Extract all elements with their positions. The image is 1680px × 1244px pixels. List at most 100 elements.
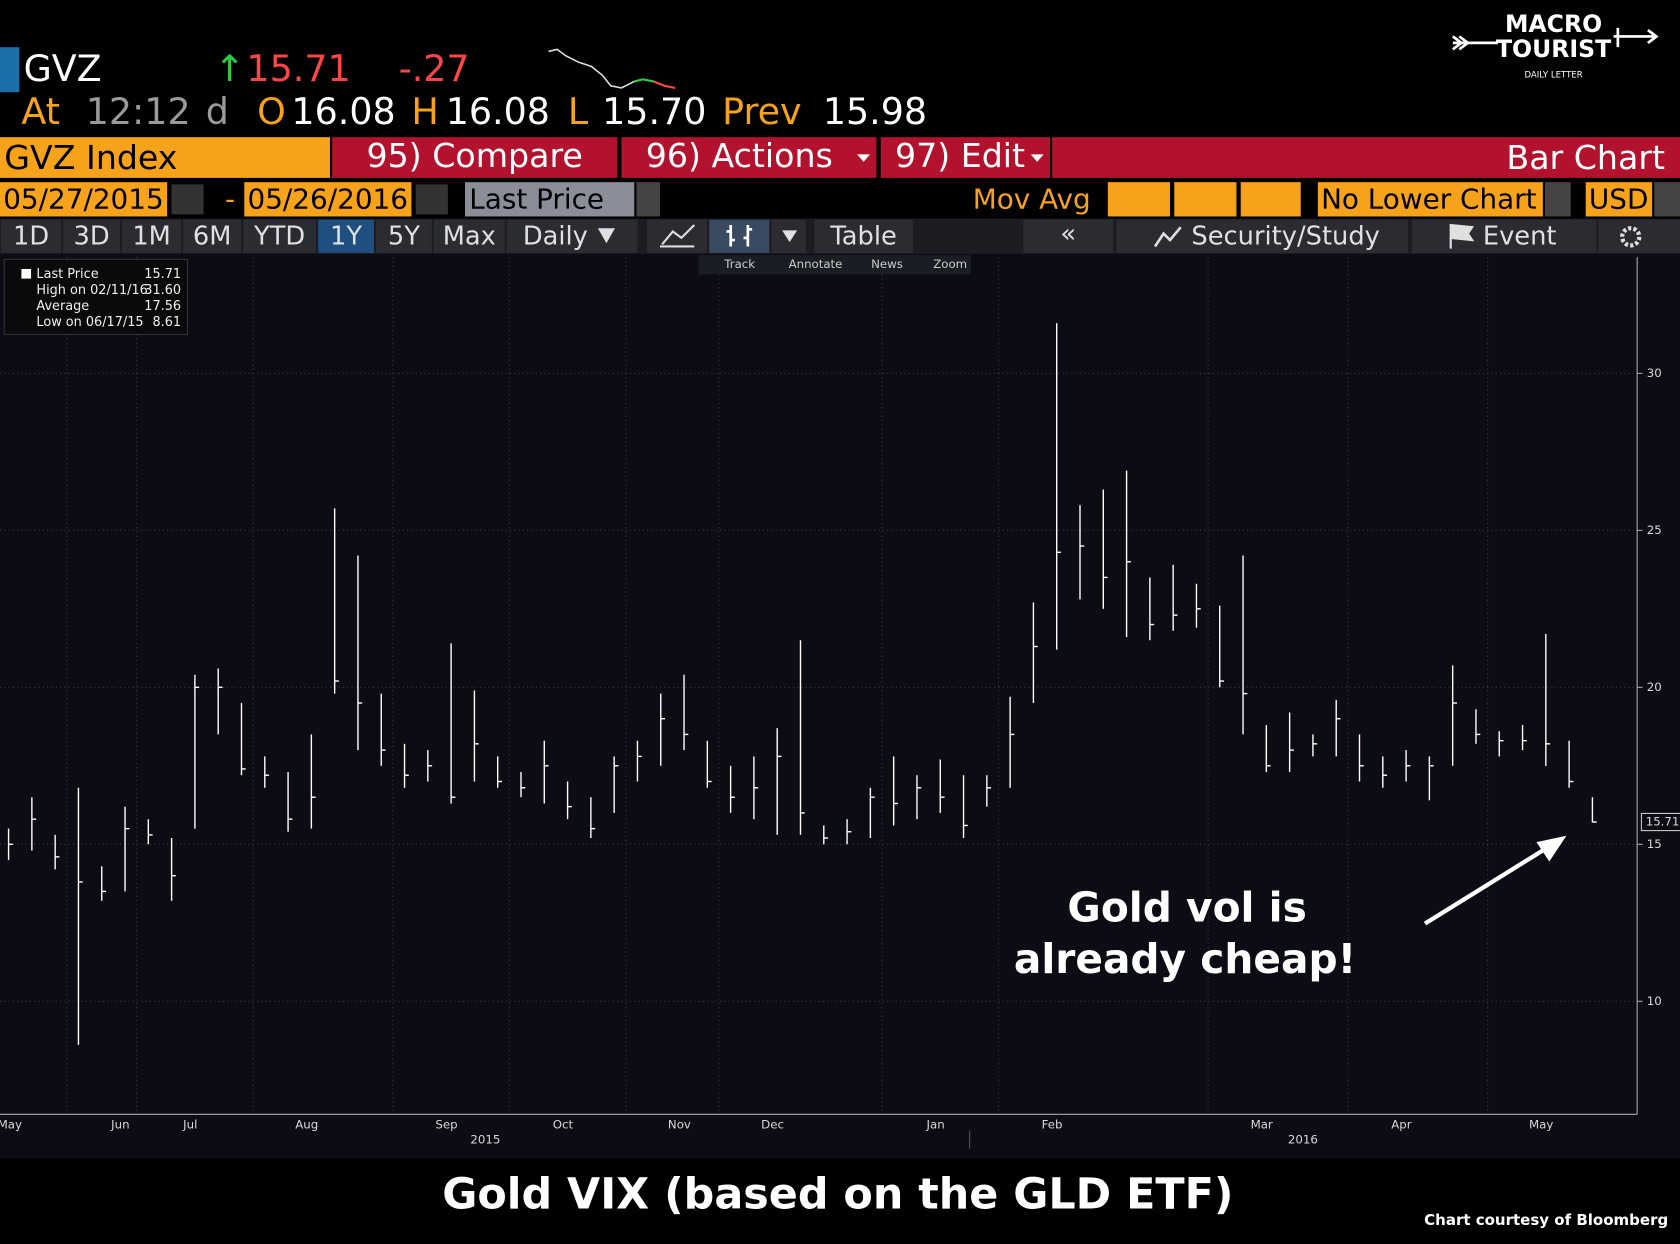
currency[interactable]: USD — [1589, 182, 1649, 215]
at-label: At — [21, 90, 60, 133]
mov-avg-field[interactable] — [1174, 182, 1237, 217]
period-label[interactable]: 6M — [193, 221, 232, 251]
menu-button[interactable] — [880, 137, 1050, 178]
period-label[interactable]: 1D — [13, 221, 49, 251]
period-button[interactable] — [1, 219, 62, 253]
date-field[interactable] — [0, 182, 168, 217]
calendar-icon[interactable] — [171, 184, 204, 215]
security-field[interactable] — [0, 137, 330, 178]
security[interactable]: GVZ Index — [4, 138, 177, 177]
mov-avg-field[interactable] — [1240, 182, 1301, 217]
menu-button[interactable] — [332, 137, 618, 178]
period-label[interactable]: Max — [443, 221, 496, 251]
chart-tool[interactable]: News — [871, 257, 903, 271]
sparkline-down — [653, 80, 676, 89]
low-value: 15.70 — [602, 90, 706, 133]
line-icon — [660, 224, 696, 248]
mov-avg-field[interactable] — [1107, 182, 1170, 217]
date-dash: - — [225, 182, 235, 215]
edit-button[interactable]: 97) Edit — [895, 136, 1025, 175]
x-tick-label: Mar — [1251, 1118, 1273, 1132]
ticker-marker — [0, 47, 20, 93]
event-label[interactable]: Event — [1483, 221, 1557, 251]
last-value-label: 15.71 — [1646, 815, 1680, 829]
settings-button[interactable] — [1598, 219, 1680, 253]
currency-field[interactable] — [1585, 182, 1653, 217]
arrow-head — [1536, 835, 1567, 862]
last-value-tag — [1640, 812, 1680, 832]
period-label[interactable]: 5Y — [388, 221, 420, 251]
frequency-button[interactable] — [506, 219, 638, 253]
end-date[interactable]: 05/26/2016 — [247, 182, 407, 215]
low-label: L — [568, 90, 589, 133]
logo-line: TOURIST — [1496, 35, 1611, 63]
period-button[interactable] — [63, 219, 120, 253]
last-price: 15.71 — [246, 47, 350, 90]
study-label[interactable]: Security/Study — [1191, 221, 1379, 251]
period-button[interactable] — [183, 219, 242, 253]
event-button[interactable] — [1412, 219, 1597, 253]
net-change: -.27 — [399, 47, 470, 90]
period-button[interactable] — [318, 219, 374, 253]
lower-chart-field[interactable] — [1317, 182, 1543, 217]
menu-button[interactable] — [621, 137, 877, 178]
gear-icon — [1620, 226, 1642, 248]
dropdown[interactable] — [636, 182, 660, 217]
study-icon — [1153, 226, 1182, 248]
table-label[interactable]: Table — [829, 221, 896, 251]
logo-arrows — [1452, 27, 1659, 51]
field[interactable]: Last Price — [469, 182, 604, 215]
bar-chart-button[interactable] — [709, 219, 770, 253]
period-button[interactable] — [376, 219, 432, 253]
dropdown-caret — [1030, 154, 1044, 162]
chart-tool[interactable]: Annotate — [789, 257, 843, 271]
y-tick-label: 15 — [1647, 837, 1662, 851]
ticker: GVZ — [24, 47, 102, 90]
chart-tool[interactable]: Track — [723, 257, 755, 271]
lower-chart[interactable]: No Lower Chart — [1321, 182, 1537, 215]
legend-label: Last Price — [36, 267, 98, 282]
period-label[interactable]: 1M — [132, 221, 171, 251]
x-tick-label: Jul — [182, 1118, 197, 1132]
period-label[interactable]: 1Y — [330, 221, 362, 251]
legend-label: High on 02/11/16 — [36, 283, 147, 298]
chart: 10 15 20 25 30 May Jun Jul Aug Sep Oct Nov Dec Jan Feb… — [0, 257, 1680, 1132]
period-label[interactable]: 3D — [74, 221, 110, 251]
x-tick-label: May — [1529, 1118, 1553, 1132]
collapse-label[interactable]: « — [1060, 219, 1076, 249]
x-tick-label: Sep — [435, 1118, 457, 1132]
compare-button[interactable]: 95) Compare — [366, 136, 582, 175]
frequency[interactable]: Daily — [523, 221, 588, 251]
year-label: 2015 — [470, 1133, 500, 1147]
x-tick-label: May — [0, 1118, 22, 1132]
calendar-icon[interactable] — [415, 184, 448, 215]
period-button[interactable] — [433, 219, 505, 253]
field-select[interactable] — [465, 182, 635, 217]
chart-tools-group: Track Annotate News Zoom — [723, 257, 967, 271]
high-value: 16.08 — [446, 90, 550, 133]
chart-type[interactable]: Bar Chart — [1506, 138, 1665, 177]
y-tick-label: 25 — [1647, 523, 1662, 537]
chart-tool[interactable]: Zoom — [933, 257, 967, 271]
start-date[interactable]: 05/27/2015 — [3, 182, 163, 215]
date-field[interactable] — [244, 182, 412, 217]
caption: Gold VIX (based on the GLD ETF) — [442, 1169, 1233, 1219]
actions-button[interactable]: 96) Actions — [646, 136, 833, 175]
table-button[interactable] — [814, 219, 913, 253]
plot-background — [0, 253, 1680, 1159]
dropdown[interactable] — [1545, 182, 1571, 217]
x-tick-label: Feb — [1042, 1118, 1063, 1132]
y-tick-label: 10 — [1647, 994, 1662, 1008]
line-chart-button[interactable] — [647, 219, 708, 253]
flag-icon — [1449, 223, 1475, 249]
legend-swatch — [21, 268, 32, 279]
logo-line: MACRO — [1505, 10, 1602, 38]
collapse-button[interactable] — [1023, 219, 1114, 253]
legend-value: 8.61 — [152, 315, 181, 330]
prev-value: 15.98 — [823, 90, 927, 133]
period-label[interactable]: YTD — [253, 221, 305, 251]
period-button[interactable] — [122, 219, 182, 253]
period-button[interactable] — [243, 219, 317, 253]
dropdown[interactable] — [1654, 182, 1680, 217]
